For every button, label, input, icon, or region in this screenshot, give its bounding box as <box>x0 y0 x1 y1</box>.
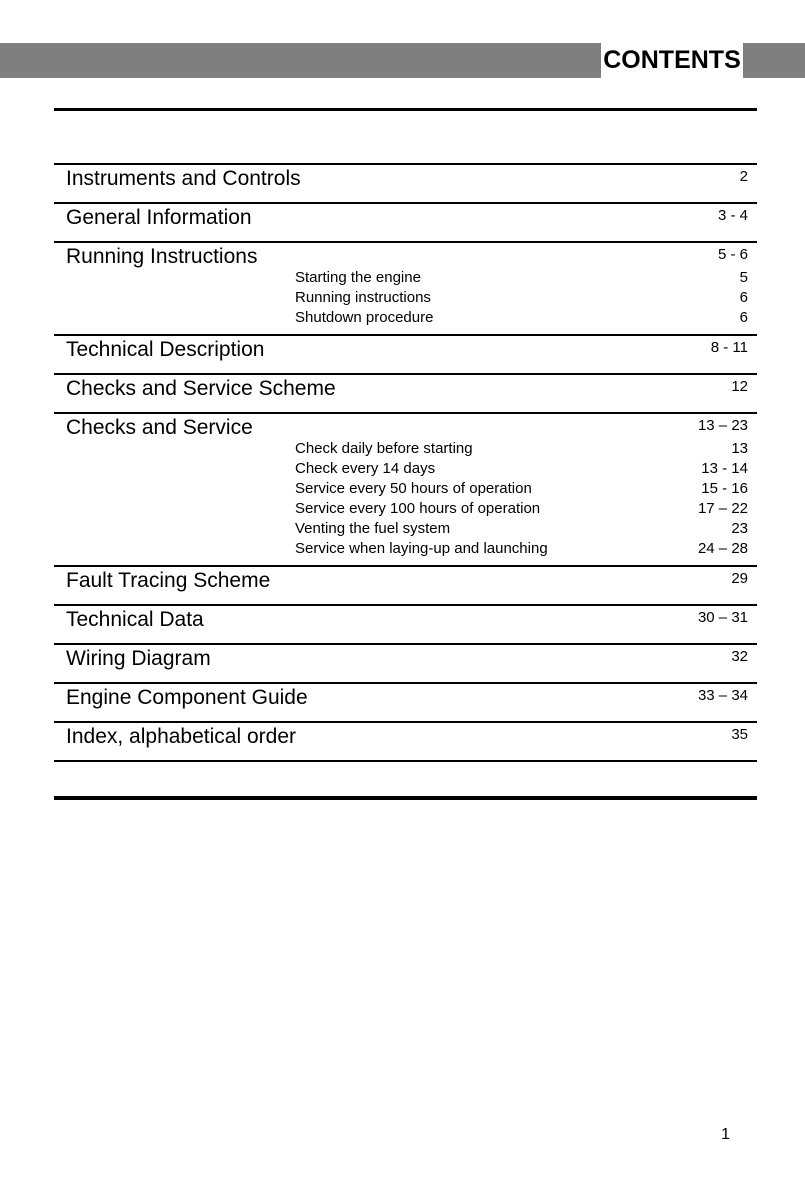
contents-label-box: CONTENTS <box>601 43 743 78</box>
toc-section-head: Checks and Service Scheme 12 <box>54 375 757 400</box>
toc-section-pages: 32 <box>731 648 748 665</box>
toc-subentry: Service every 100 hours of operation 17 –… <box>295 499 757 519</box>
toc-section-title: Checks and Service Scheme <box>66 377 336 400</box>
toc-section-head: Checks and Service 13 – 23 <box>54 414 757 439</box>
toc-subentry-label: Venting the fuel system <box>295 520 451 537</box>
toc-subentry-page: 23 <box>731 520 748 537</box>
toc-subentry-label: Service every 100 hours of operation <box>295 500 541 517</box>
toc-section-head: Instruments and Controls 2 <box>54 165 757 190</box>
toc-section-title: Wiring Diagram <box>66 647 211 670</box>
toc-subentry: Running instructions 6 <box>295 288 757 308</box>
toc-section: Index, alphabetical order 35 <box>54 721 757 760</box>
toc-section-title: General Information <box>66 206 252 229</box>
toc-subentry-label: Running instructions <box>295 289 431 306</box>
toc-section-title: Technical Data <box>66 608 204 631</box>
toc-subentry-page: 5 <box>739 269 748 286</box>
toc-subentry-label: Check daily before starting <box>295 440 473 457</box>
page-title: CONTENTS <box>603 46 741 74</box>
toc-subentry-page: 13 <box>731 440 748 457</box>
toc-subentry-label: Shutdown procedure <box>295 309 434 326</box>
toc-section-pages: 30 – 31 <box>697 609 748 626</box>
toc-section: Running Instructions 5 - 6 Starting the en… <box>54 241 757 334</box>
toc-subentry-page: 6 <box>739 309 748 326</box>
toc-subentry: Check every 14 days 13 - 14 <box>295 459 757 479</box>
toc-section-head: General Information 3 - 4 <box>54 204 757 229</box>
toc-subentry: Starting the engine 5 <box>295 268 757 288</box>
toc-subentry: Shutdown procedure 6 <box>295 308 757 328</box>
toc-subentry-label: Service when laying-up and launching <box>295 540 548 557</box>
toc-subentry-page: 17 – 22 <box>697 500 748 517</box>
toc-section: Instruments and Controls 2 <box>54 163 757 202</box>
toc-section-pages: 33 – 34 <box>697 687 748 704</box>
toc-section-pages: 35 <box>731 726 748 743</box>
toc-subentry-page: 6 <box>739 289 748 306</box>
toc-subentry: Venting the fuel system 23 <box>295 519 757 539</box>
toc-subentry-label: Service every 50 hours of operation <box>295 480 532 497</box>
toc-section: General Information 3 - 4 <box>54 202 757 241</box>
toc-section-pages: 5 - 6 <box>717 246 748 263</box>
toc-section-title: Checks and Service <box>66 416 253 439</box>
toc-section-head: Fault Tracing Scheme 29 <box>54 567 757 592</box>
toc-section-title: Instruments and Controls <box>66 167 301 190</box>
page-number: 1 <box>721 1126 730 1143</box>
toc-section: Technical Data 30 – 31 <box>54 604 757 643</box>
top-rule <box>54 108 757 111</box>
header-bar: CONTENTS <box>0 43 805 78</box>
table-of-contents: Instruments and Controls 2 General Informa… <box>54 163 757 762</box>
toc-section-head: Index, alphabetical order 35 <box>54 723 757 748</box>
toc-section-pages: 29 <box>731 570 748 587</box>
toc-subentry: Service when laying-up and launching 24 –… <box>295 539 757 559</box>
toc-section-pages: 2 <box>739 168 748 185</box>
toc-section: Fault Tracing Scheme 29 <box>54 565 757 604</box>
toc-section-title: Fault Tracing Scheme <box>66 569 271 592</box>
toc-subentry-page: 15 - 16 <box>701 480 748 497</box>
toc-subentry-label: Check every 14 days <box>295 460 436 477</box>
toc-section-title: Running Instructions <box>66 245 258 268</box>
toc-section-pages: 3 - 4 <box>717 207 748 224</box>
toc-subentries: Check daily before starting 13 Check every… <box>295 439 757 559</box>
toc-subentries: Starting the engine 5 Running instructions… <box>295 268 757 328</box>
toc-section-head: Technical Data 30 – 31 <box>54 606 757 631</box>
toc-section-pages: 13 – 23 <box>697 417 748 434</box>
toc-section-title: Index, alphabetical order <box>66 725 296 748</box>
toc-subentry-page: 24 – 28 <box>697 540 748 557</box>
bottom-rule <box>54 796 757 800</box>
toc-subentry-page: 13 - 14 <box>701 460 748 477</box>
toc-section-head: Running Instructions 5 - 6 <box>54 243 757 268</box>
toc-section: Checks and Service 13 – 23 Check daily bef… <box>54 412 757 565</box>
toc-section: Checks and Service Scheme 12 <box>54 373 757 412</box>
toc-section-title: Technical Description <box>66 338 265 361</box>
toc-section: Engine Component Guide 33 – 34 <box>54 682 757 721</box>
toc-section-head: Technical Description 8 - 11 <box>54 336 757 361</box>
toc-section-pages: 12 <box>731 378 748 395</box>
toc-section-pages: 8 - 11 <box>710 339 748 356</box>
toc-section-title: Engine Component Guide <box>66 686 308 709</box>
toc-section: Wiring Diagram 32 <box>54 643 757 682</box>
toc-section-head: Wiring Diagram 32 <box>54 645 757 670</box>
toc-subentry-label: Starting the engine <box>295 269 421 286</box>
toc-section: Technical Description 8 - 11 <box>54 334 757 373</box>
toc-subentry: Check daily before starting 13 <box>295 439 757 459</box>
toc-section-head: Engine Component Guide 33 – 34 <box>54 684 757 709</box>
toc-subentry: Service every 50 hours of operation 15 - … <box>295 479 757 499</box>
